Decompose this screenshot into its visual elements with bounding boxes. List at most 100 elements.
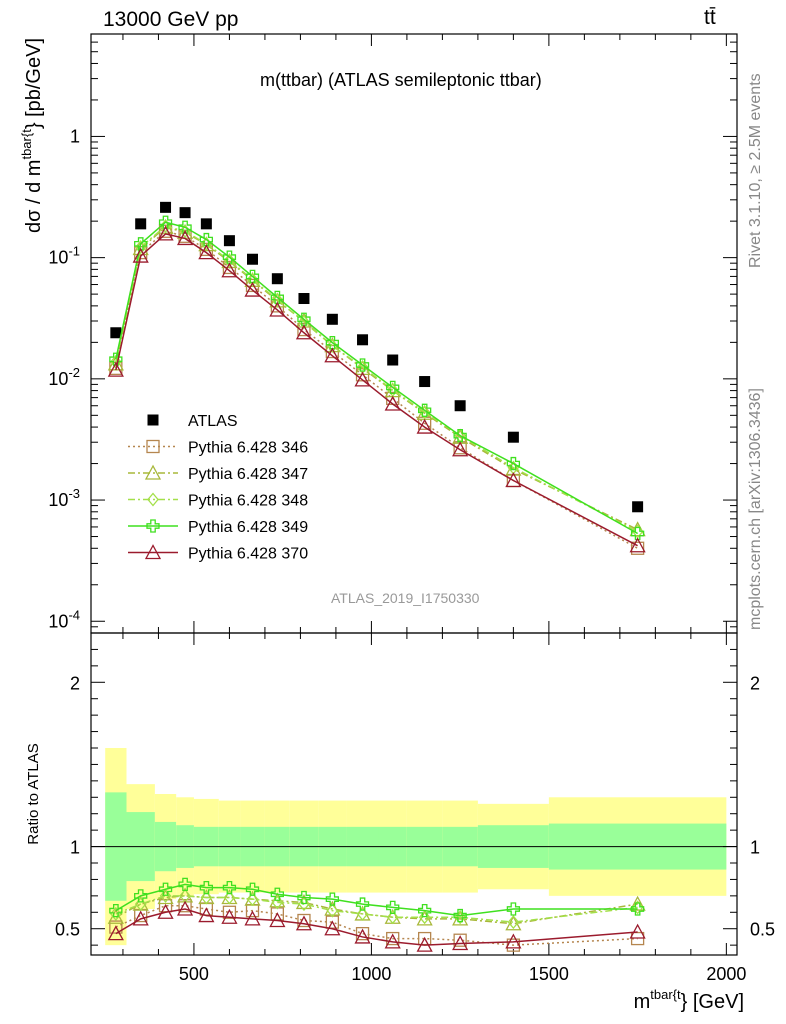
main-data-point [416, 418, 433, 434]
ratio-data-point [269, 912, 286, 928]
main-data-point [326, 338, 339, 353]
legend-marker [147, 492, 159, 507]
main-data-point [632, 501, 644, 513]
main-data-point [110, 327, 122, 339]
ratio-data-point [507, 915, 520, 930]
ratio-series-line-3 [115, 883, 638, 917]
main-series-line-2 [115, 226, 638, 531]
ratio-data-point [178, 877, 192, 892]
main-data-point [245, 269, 260, 284]
ratio-data-point [134, 897, 147, 912]
main-data-point [269, 301, 286, 317]
ratio-data-point [159, 888, 172, 903]
main-data-point [452, 441, 469, 457]
main-data-point [107, 361, 124, 377]
x-tick-label: 2000 [706, 964, 746, 984]
ratio-data-point [453, 933, 467, 947]
main-data-point [134, 237, 148, 251]
legend-label: Pythia 6.428 347 [188, 466, 308, 483]
header-process-label: tt̄ [704, 6, 716, 29]
side-label-rivet: Rivet 3.1.10, ≥ 2.5M events [747, 73, 764, 268]
ratio-data-point [222, 905, 237, 919]
ratio-data-point [109, 903, 123, 918]
ratio-data-point [453, 908, 467, 923]
main-data-point [326, 313, 338, 325]
ratio-series-line-2 [115, 895, 638, 923]
legend-marker [144, 464, 162, 480]
ratio-data-point [134, 889, 148, 903]
main-data-point [157, 225, 174, 241]
main-data-point [244, 281, 261, 297]
main-data-point [178, 220, 192, 234]
main-series-line-5 [115, 233, 638, 547]
ratio-data-point [270, 887, 284, 901]
ratio-data-point [110, 906, 122, 921]
main-data-point [630, 526, 645, 541]
ratio-y-tick-label-right: 1 [750, 838, 760, 858]
legend-marker [147, 414, 159, 426]
legend-marker [144, 544, 162, 560]
ratio-data-point [355, 926, 370, 941]
ratio-series-line-1 [115, 895, 638, 925]
main-series-line-1 [115, 230, 638, 549]
main-data-point [417, 403, 432, 417]
ratio-data-point [452, 935, 469, 951]
ratio-data-point [384, 933, 401, 949]
main-data-point [271, 273, 283, 285]
ratio-data-point [326, 903, 339, 918]
main-data-point [271, 292, 284, 307]
ratio-data-point [271, 895, 284, 910]
ratio-data-point [107, 925, 124, 941]
ratio-data-point [245, 882, 260, 896]
ratio-data-point [386, 900, 400, 915]
ratio-data-point [355, 897, 370, 911]
ratio-data-point [198, 907, 215, 923]
ratio-data-point [158, 882, 173, 896]
main-data-point [270, 290, 284, 305]
ratio-data-point [629, 923, 646, 939]
main-data-point [325, 335, 340, 350]
ratio-series-line-4 [115, 908, 638, 946]
ratio-data-point [630, 902, 645, 916]
main-data-point [223, 253, 236, 268]
ratio-data-point [386, 931, 400, 946]
x-tick-label: 1500 [529, 964, 569, 984]
main-data-point [298, 293, 310, 305]
main-data-point [223, 235, 235, 247]
ratio-y-tick-label: 2 [70, 673, 80, 693]
main-data-point [132, 247, 149, 263]
main-data-point [297, 322, 311, 337]
ratio-data-point [325, 892, 340, 906]
main-y-tick-label: 10-3 [48, 486, 80, 510]
main-y-tick-label: 10-4 [48, 607, 80, 631]
ratio-series-line-0 [115, 904, 638, 946]
x-axis-label: mtbar{t} [GeV] [634, 987, 744, 1013]
ratio-data-point [631, 900, 644, 915]
ratio-data-point [386, 910, 399, 925]
ratio-data-point [221, 908, 238, 924]
main-data-point [198, 244, 215, 260]
ratio-data-point [417, 903, 432, 918]
main-data-point [418, 405, 431, 420]
x-tick-label: 500 [179, 964, 209, 984]
main-data-point [199, 232, 214, 247]
legend-marker [146, 519, 160, 533]
ratio-data-point [157, 903, 174, 919]
main-series-line-3 [115, 225, 638, 533]
legend-marker [146, 439, 160, 454]
x-tick-label: 1000 [351, 964, 391, 984]
ratio-data-point [199, 880, 214, 895]
ratio-y-axis-label: Ratio to ATLAS [25, 743, 42, 844]
main-y-axis-label: dσ / d mtbar{t} [pb/GeV] [19, 38, 45, 233]
main-data-point [246, 272, 259, 287]
ratio-data-point [297, 890, 311, 905]
side-label-mcplots: mcplots.cern.ch [arXiv:1306.3436] [747, 388, 764, 630]
ratio-data-point [223, 890, 236, 905]
main-data-point [295, 324, 313, 340]
main-data-point [355, 358, 370, 372]
main-data-point [384, 395, 401, 411]
ratio-data-point [324, 920, 341, 936]
ratio-data-point [132, 910, 149, 926]
ratio-data-point [295, 915, 313, 931]
ratio-data-point [354, 928, 371, 944]
